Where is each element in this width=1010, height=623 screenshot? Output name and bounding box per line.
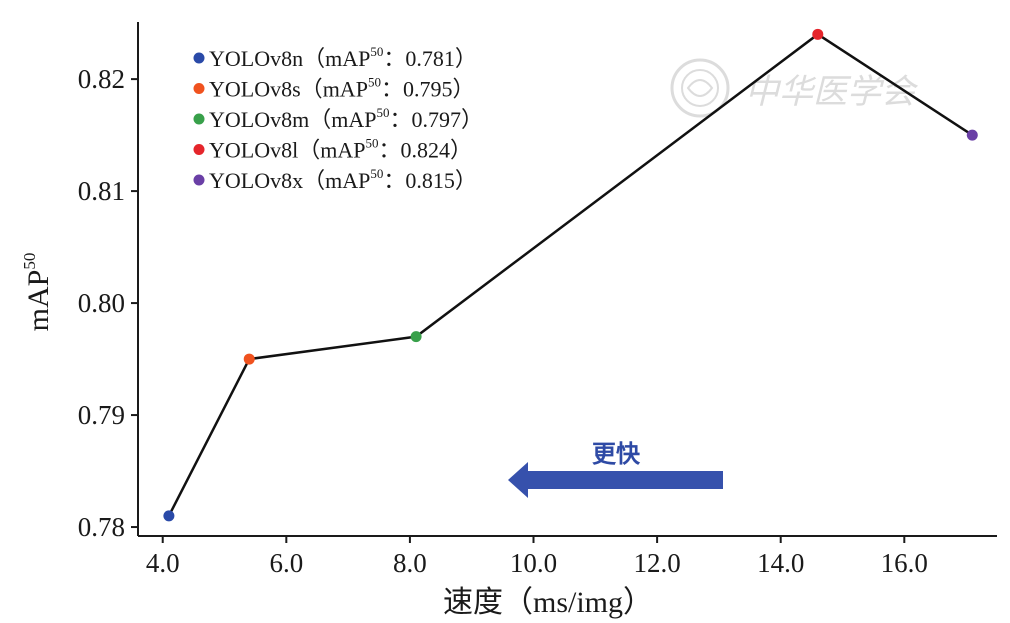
annotation-label: 更快 — [592, 440, 641, 468]
data-point — [410, 331, 422, 343]
legend-colon: ： — [378, 138, 400, 163]
y-tick-label: 0.82 — [78, 64, 125, 94]
data-point — [243, 353, 255, 365]
legend-superscript: 50 — [368, 75, 381, 90]
legend-value: 0.781 — [405, 46, 455, 71]
legend-metric: mAP — [325, 168, 370, 193]
x-tick-label: 8.0 — [393, 548, 427, 578]
watermark-seal-icon — [670, 58, 730, 118]
legend-marker — [193, 174, 205, 186]
legend-metric: mAP — [325, 46, 370, 71]
legend-paren-open: （ — [309, 107, 331, 132]
y-tick-label: 0.79 — [78, 400, 125, 430]
legend-label: YOLOv8n（mAP50：0.781） — [209, 44, 477, 71]
legend-paren-close: ） — [461, 107, 483, 132]
legend-paren-close: ） — [450, 138, 472, 163]
data-point — [812, 28, 824, 40]
legend-label: YOLOv8x（mAP50：0.815） — [209, 166, 477, 193]
legend-paren-open: （ — [303, 46, 325, 71]
legend-paren-open: （ — [301, 77, 323, 102]
x-axis-title: 速度（ms/img） — [443, 586, 653, 619]
x-tick-label: 14.0 — [757, 548, 804, 578]
legend-marker — [193, 144, 205, 155]
y-tick-label: 0.78 — [78, 512, 125, 542]
data-point — [163, 510, 175, 522]
legend-metric: mAP — [331, 107, 376, 132]
x-tick-label: 10.0 — [510, 548, 557, 578]
legend-model: YOLOv8s — [209, 77, 301, 102]
legend-metric: mAP — [323, 77, 368, 102]
y-tick-labels: 0.78 0.79 0.80 0.81 0.82 — [78, 64, 125, 542]
y-axis-title-sup: 50 — [20, 253, 39, 270]
x-tick-labels: 4.0 6.0 8.0 10.0 12.0 14.0 16.0 — [146, 548, 928, 578]
legend: YOLOv8n（mAP50：0.781）YOLOv8s（mAP50：0.795）… — [193, 44, 483, 193]
axes — [137, 22, 997, 537]
legend-item: YOLOv8s（mAP50：0.795） — [193, 75, 474, 102]
x-tick-label: 4.0 — [146, 548, 180, 578]
legend-value: 0.815 — [405, 168, 455, 193]
legend-paren-close: ） — [455, 168, 477, 193]
legend-superscript: 50 — [370, 166, 383, 181]
legend-superscript: 50 — [370, 44, 383, 59]
legend-metric: mAP — [320, 138, 365, 163]
legend-model: YOLOv8m — [209, 107, 309, 132]
legend-label: YOLOv8l（mAP50：0.824） — [209, 136, 472, 163]
legend-label: YOLOv8s（mAP50：0.795） — [209, 75, 474, 102]
legend-colon: ： — [383, 168, 405, 193]
legend-model: YOLOv8x — [209, 168, 303, 193]
x-tick-label: 12.0 — [633, 548, 680, 578]
legend-marker — [193, 52, 205, 64]
legend-item: YOLOv8n（mAP50：0.781） — [193, 44, 477, 71]
legend-paren-open: （ — [298, 138, 320, 163]
legend-marker — [193, 83, 205, 94]
legend-paren-open: （ — [303, 168, 325, 193]
annotation: 更快 — [508, 440, 723, 498]
watermark-text: 中华医学会 — [745, 72, 919, 112]
y-axis-title-base: mAP — [22, 270, 55, 332]
x-tick-label: 16.0 — [881, 548, 928, 578]
legend-marker — [193, 113, 205, 125]
legend-paren-close: ） — [455, 46, 477, 71]
legend-colon: ： — [389, 107, 411, 132]
y-tick-label: 0.81 — [78, 176, 125, 206]
data-point — [966, 129, 978, 141]
tick-marks — [131, 78, 906, 543]
y-axis-title: mAP50 — [20, 253, 55, 332]
legend-item: YOLOv8m（mAP50：0.797） — [193, 105, 483, 132]
legend-colon: ： — [381, 77, 403, 102]
watermark: 中华医学会 — [670, 58, 919, 118]
legend-colon: ： — [383, 46, 405, 71]
legend-paren-close: ） — [452, 77, 474, 102]
x-tick-label: 6.0 — [269, 548, 303, 578]
legend-item: YOLOv8l（mAP50：0.824） — [193, 136, 472, 163]
legend-label: YOLOv8m（mAP50：0.797） — [209, 105, 483, 132]
legend-value: 0.824 — [401, 138, 451, 163]
series — [163, 28, 978, 522]
legend-superscript: 50 — [365, 136, 378, 151]
legend-superscript: 50 — [376, 105, 389, 120]
legend-item: YOLOv8x（mAP50：0.815） — [193, 166, 477, 193]
legend-model: YOLOv8l — [209, 138, 298, 163]
left-arrow-icon — [508, 462, 723, 498]
legend-model: YOLOv8n — [209, 46, 303, 71]
legend-value: 0.795 — [403, 77, 453, 102]
legend-value: 0.797 — [412, 107, 462, 132]
y-tick-label: 0.80 — [78, 288, 125, 318]
